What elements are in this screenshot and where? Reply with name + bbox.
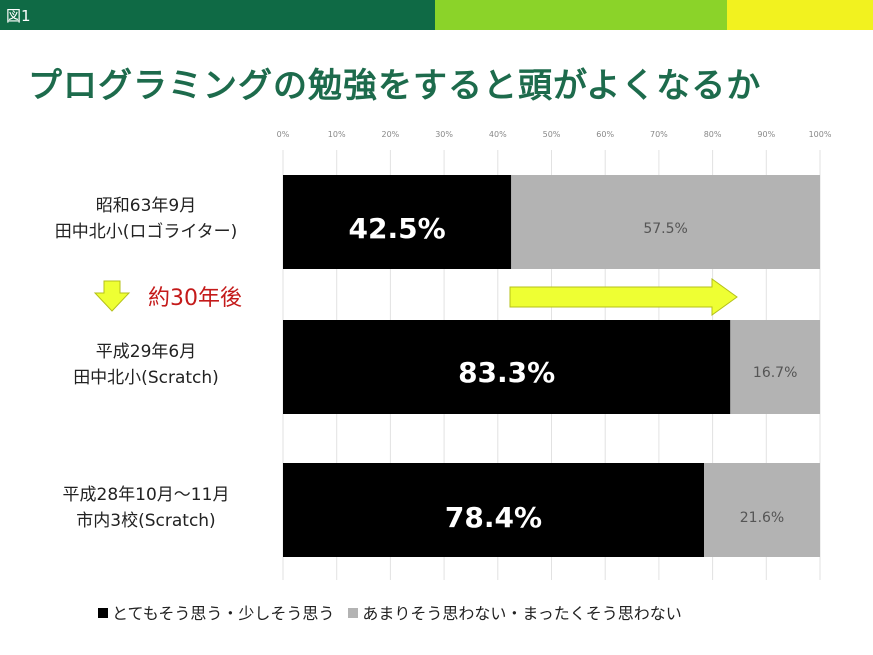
category-label-line: 昭和63年9月 — [95, 196, 197, 216]
legend-label-agree: とてもそう思う・少しそう思う — [112, 604, 335, 623]
bar-agree — [283, 175, 512, 269]
x-tick-label: 20% — [382, 130, 400, 139]
stacked-bar-chart: 0% 10% 20% 30% 40% 50% 60% 70% 80% 90% 100% 42.5% 57… — [93, 130, 832, 580]
x-tick-label: 60% — [596, 130, 614, 139]
data-label-disagree: 16.7% — [753, 365, 797, 381]
x-tick-label: 40% — [489, 130, 507, 139]
bar-disagree — [511, 175, 820, 269]
down-arrow-icon — [93, 280, 131, 312]
category-label-line: 田中北小(ロゴライター) — [54, 222, 238, 242]
category-label-line: 平成28年10月～11月 — [62, 485, 230, 505]
top-color-bar: 図1 — [0, 0, 873, 30]
data-label-disagree: 57.5% — [643, 221, 687, 237]
annotation-text: 約30年後 — [148, 286, 242, 311]
category-label-line: 田中北小(Scratch) — [73, 368, 219, 388]
x-tick-label: 30% — [435, 130, 453, 139]
data-label-agree: 83.3% — [458, 356, 555, 389]
legend-swatch-agree — [98, 608, 108, 618]
legend-swatch-disagree — [348, 608, 359, 618]
legend-label-disagree: あまりそう思わない・まったくそう思わない — [362, 604, 682, 623]
category-label: 平成29年6月田中北小(Scratch) — [26, 339, 266, 391]
figure-label: 図1 — [6, 7, 31, 25]
x-tick-label: 70% — [650, 130, 668, 139]
x-tick-label: 0% — [277, 130, 290, 139]
data-label-disagree: 21.6% — [740, 510, 784, 526]
legend: とてもそう思う・少しそう思う あまりそう思わない・まったくそう思わない — [98, 600, 682, 624]
x-tick-label: 90% — [757, 130, 775, 139]
data-label-agree: 42.5% — [349, 212, 446, 245]
bar-disagree — [730, 320, 820, 414]
category-label-line: 市内3校(Scratch) — [76, 511, 216, 531]
chart-title: プログラミングの勉強をすると頭がよくなるか — [28, 66, 762, 106]
top-bar-light-green — [435, 0, 727, 30]
x-tick-label: 10% — [328, 130, 346, 139]
category-label-line: 平成29年6月 — [95, 342, 197, 362]
top-bar-yellow — [727, 0, 873, 30]
x-tick-label: 50% — [543, 130, 561, 139]
category-label: 昭和63年9月田中北小(ロゴライター) — [26, 193, 266, 245]
right-arrow-icon — [509, 278, 738, 316]
bar-agree — [283, 463, 705, 557]
x-tick-label: 100% — [809, 130, 832, 139]
category-label: 平成28年10月～11月 市内3校(Scratch) — [26, 482, 266, 534]
x-tick-label: 80% — [704, 130, 722, 139]
bar-agree — [283, 320, 731, 414]
data-label-agree: 78.4% — [445, 501, 542, 534]
bar-disagree — [704, 463, 820, 557]
top-bar-dark-green — [0, 0, 435, 30]
